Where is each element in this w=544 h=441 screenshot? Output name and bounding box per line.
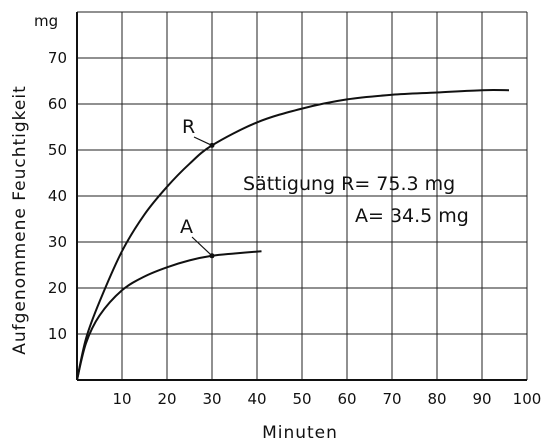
series-a-label: A [180, 216, 193, 238]
x-tick-label: 50 [292, 390, 311, 408]
y-tick-label: 10 [48, 325, 67, 343]
y-tick-label: 30 [48, 233, 67, 251]
series-r-line [76, 89, 510, 381]
y-axis-title: Aufgenommene Feuchtigkeit [10, 85, 30, 355]
x-tick-label: 40 [247, 390, 266, 408]
series-label-leader [193, 136, 213, 146]
x-tick-label: 80 [427, 390, 446, 408]
y-tick-label: 60 [48, 95, 67, 113]
series-label-marker [209, 142, 215, 148]
series-a-line [76, 250, 262, 381]
y-tick-label: 50 [48, 141, 67, 159]
x-tick-label: 20 [157, 390, 176, 408]
x-tick-label: 60 [337, 390, 356, 408]
x-axis-title: Minuten [262, 423, 338, 441]
y-unit-label: mg [34, 12, 58, 30]
x-tick-label: 100 [513, 390, 542, 408]
curves: RA [76, 89, 510, 381]
series-r-label: R [182, 116, 195, 138]
saturation-annotation-r: Sättigung R= 75.3 mg [243, 173, 455, 195]
series-label-leader [191, 236, 213, 257]
series-label-marker [209, 253, 215, 259]
grid [77, 11, 528, 380]
y-tick-label: 20 [48, 279, 67, 297]
x-tick-label: 70 [382, 390, 401, 408]
saturation-annotation-a: A= 34.5 mg [355, 205, 469, 227]
y-tick-label: 70 [48, 49, 67, 67]
x-tick-label: 10 [112, 390, 131, 408]
x-tick-label: 90 [472, 390, 491, 408]
x-tick-label: 30 [202, 390, 221, 408]
y-tick-label: 40 [48, 187, 67, 205]
tick-labels: 10 20 30 40 50 60 70 80 90 100 10 20 30 40 50 60 70 [48, 49, 541, 408]
